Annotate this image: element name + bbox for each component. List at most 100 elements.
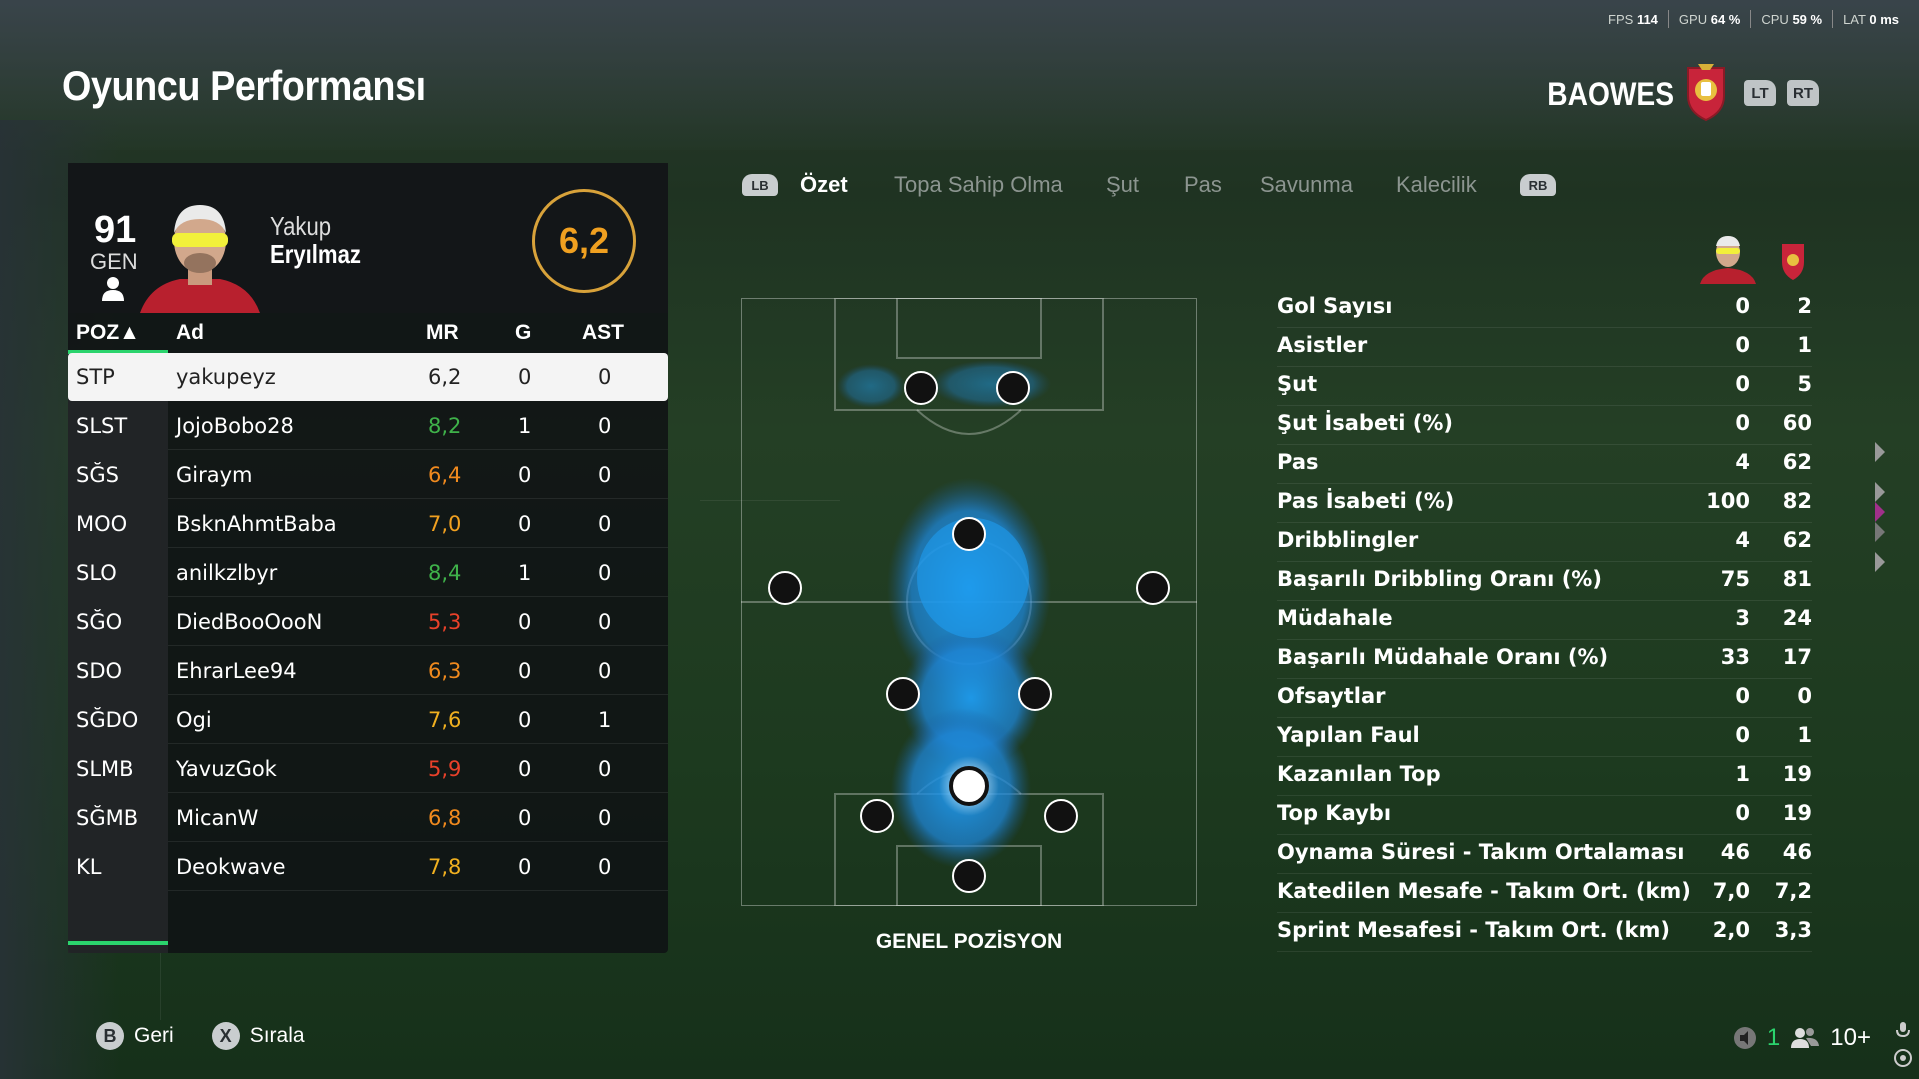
stat-team-value: 82 (1782, 489, 1812, 513)
player-card: 91 GEN Yakup Eryılmaz 6,2 (68, 163, 668, 313)
players-icon (1791, 1028, 1820, 1048)
column-header-name[interactable]: Ad (176, 321, 204, 344)
table-row[interactable]: SĞMB MicanW 6,8 0 0 (68, 794, 668, 842)
row-goals: 0 (518, 708, 532, 732)
row-match-rating: 6,3 (428, 659, 462, 683)
tab-sut[interactable]: Şut (1106, 172, 1140, 197)
stat-team-value: 3,3 (1774, 918, 1812, 942)
pitch-caption: GENEL POZİSYON (875, 930, 1063, 953)
teammate-marker (768, 571, 802, 605)
position-column (68, 353, 168, 953)
row-player-name: anilkzlbyr (176, 561, 278, 585)
row-goals: 1 (518, 561, 532, 585)
stat-label: Katedilen Mesafe - Takım Ort. (km) (1277, 879, 1691, 903)
stat-player-value: 33 (1720, 645, 1750, 669)
rt-trigger-button[interactable]: RT (1787, 80, 1819, 106)
stat-player-value: 0 (1735, 333, 1750, 357)
stat-label: Kazanılan Top (1277, 762, 1441, 786)
lb-bumper-button[interactable]: LB (742, 174, 778, 196)
table-row[interactable]: SLST JojoBobo28 8,2 1 0 (68, 402, 668, 450)
selected-player-marker (949, 766, 989, 806)
stat-team-value: 60 (1782, 411, 1812, 435)
stat-team-value: 24 (1782, 606, 1812, 630)
sort-label[interactable]: Sırala (249, 1024, 305, 1047)
row-match-rating: 8,2 (428, 414, 462, 438)
table-row[interactable]: STP yakupeyz 6,2 0 0 (68, 353, 668, 401)
player-first-name: Yakup (270, 211, 332, 241)
stat-row: Top Kaybı 0 19 (1277, 795, 1812, 835)
teammate-marker (996, 371, 1030, 405)
row-player-name: Ogi (176, 708, 212, 732)
row-goals: 0 (518, 659, 532, 683)
column-header-pos[interactable]: POZ▲ (76, 321, 140, 344)
lobby-status: 1 10+ (1733, 1024, 1871, 1052)
stat-label: Yapılan Faul (1277, 723, 1420, 747)
tab-ozet[interactable]: Özet (800, 172, 848, 197)
stat-row: Ofsaytlar 0 0 (1277, 678, 1812, 718)
stat-team-value: 62 (1782, 450, 1812, 474)
table-row[interactable]: SDO EhrarLee94 6,3 0 0 (68, 647, 668, 695)
stat-player-value: 0 (1735, 801, 1750, 825)
column-header-assists[interactable]: AST (582, 321, 624, 344)
back-label[interactable]: Geri (134, 1024, 174, 1047)
row-match-rating: 7,6 (428, 708, 462, 732)
stat-row: Şut İsabeti (%) 0 60 (1277, 405, 1812, 445)
row-player-name: YavuzGok (176, 757, 277, 781)
sort-indicator (68, 941, 168, 945)
system-icons (1893, 1020, 1913, 1068)
x-button-icon[interactable]: X (211, 1022, 240, 1050)
stat-row: Sprint Mesafesi - Takım Ort. (km) 2,0 3,3 (1277, 912, 1812, 952)
row-player-name: JojoBobo28 (176, 414, 294, 438)
microphone-icon (1896, 1022, 1910, 1038)
table-row[interactable]: SLMB YavuzGok 5,9 0 0 (68, 745, 668, 793)
row-position: MOO (76, 512, 128, 536)
row-assists: 0 (598, 463, 612, 487)
table-row[interactable]: SĞO DiedBooOooN 5,3 0 0 (68, 598, 668, 646)
table-row[interactable]: SĞS Giraym 6,4 0 0 (68, 451, 668, 499)
row-assists: 0 (598, 806, 612, 830)
stat-team-value: 7,2 (1774, 879, 1812, 903)
row-goals: 0 (518, 855, 532, 879)
position-heatmap (741, 298, 1197, 906)
lt-trigger-button[interactable]: LT (1744, 80, 1776, 106)
stat-team-value: 2 (1797, 294, 1812, 318)
stat-team-value: 46 (1782, 840, 1812, 864)
tab-pas[interactable]: Pas (1184, 172, 1222, 197)
table-row[interactable]: SĞDO Ogi 7,6 0 1 (68, 696, 668, 744)
rb-bumper-button[interactable]: RB (1520, 174, 1556, 196)
settings-icon (1894, 1049, 1912, 1067)
row-assists: 0 (598, 512, 612, 536)
row-player-name: Giraym (176, 463, 253, 487)
stat-player-value: 0 (1735, 684, 1750, 708)
b-button-icon[interactable]: B (96, 1022, 124, 1050)
stat-player-value: 0 (1735, 723, 1750, 747)
table-row[interactable]: KL Deokwave 7,8 0 0 (68, 843, 668, 891)
overall-rating: 91 (94, 209, 137, 251)
stat-label: Başarılı Müdahale Oranı (%) (1277, 645, 1609, 669)
stat-row: Müdahale 3 24 (1277, 600, 1812, 640)
table-row[interactable]: SLO anilkzlbyr 8,4 1 0 (68, 549, 668, 597)
row-position: SLMB (76, 757, 134, 781)
stat-label: Ofsaytlar (1277, 684, 1386, 708)
column-header-mr[interactable]: MR (426, 321, 459, 344)
stat-team-value: 62 (1782, 528, 1812, 552)
table-row[interactable]: MOO BsknAhmtBaba 7,0 0 0 (68, 500, 668, 548)
stat-label: Gol Sayısı (1277, 294, 1393, 318)
fps-readout: FPS 114 (1608, 11, 1658, 27)
tab-topa-sahip-olma[interactable]: Topa Sahip Olma (894, 172, 1063, 197)
match-rating: 6,2 (532, 189, 636, 293)
stat-row: Şut 0 5 (1277, 366, 1812, 406)
player-list-panel: 91 GEN Yakup Eryılmaz 6,2 POZ▲ Ad MR G A… (68, 163, 668, 953)
stat-row: Oynama Süresi - Takım Ortalaması 46 46 (1277, 834, 1812, 874)
tab-kalecilik[interactable]: Kalecilik (1396, 172, 1477, 197)
stat-label: Sprint Mesafesi - Takım Ort. (km) (1277, 918, 1670, 942)
sort-indicator (68, 350, 168, 354)
row-player-name: EhrarLee94 (176, 659, 297, 683)
row-goals: 0 (518, 463, 532, 487)
column-header-goals[interactable]: G (515, 321, 532, 344)
tab-savunma[interactable]: Savunma (1260, 172, 1353, 197)
stat-row: Asistler 0 1 (1277, 327, 1812, 367)
teammate-marker (952, 517, 986, 551)
stat-label: Şut (1277, 372, 1318, 396)
stat-team-value: 17 (1782, 645, 1812, 669)
